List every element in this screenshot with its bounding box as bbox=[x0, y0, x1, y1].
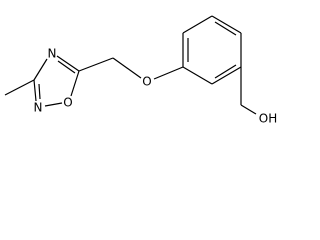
bond bbox=[38, 83, 41, 100]
bonds bbox=[4, 15, 257, 115]
bond bbox=[214, 21, 237, 36]
bond bbox=[240, 104, 257, 115]
bond bbox=[78, 57, 114, 72]
molecule-diagram: N N O O OH bbox=[4, 15, 277, 126]
atom-label: N bbox=[34, 101, 43, 115]
bond bbox=[57, 60, 76, 74]
bond bbox=[4, 79, 35, 96]
bond bbox=[211, 66, 242, 85]
bond bbox=[33, 79, 37, 102]
bond bbox=[153, 66, 184, 80]
atom-label: OH bbox=[259, 112, 277, 126]
atom-label: O bbox=[63, 96, 72, 110]
bond bbox=[211, 15, 242, 34]
atom-label: O bbox=[142, 75, 151, 89]
atom-label: N bbox=[48, 47, 57, 61]
bond bbox=[214, 64, 237, 79]
bond bbox=[56, 55, 80, 72]
bond bbox=[33, 58, 48, 81]
bond bbox=[182, 15, 213, 34]
bond bbox=[44, 102, 63, 107]
bond bbox=[182, 66, 213, 85]
bond bbox=[112, 57, 142, 79]
bond bbox=[70, 70, 80, 97]
